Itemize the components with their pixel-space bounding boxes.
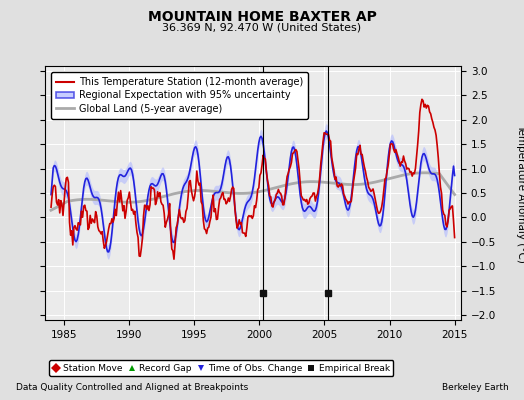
- Text: MOUNTAIN HOME BAXTER AP: MOUNTAIN HOME BAXTER AP: [148, 10, 376, 24]
- Text: 36.369 N, 92.470 W (United States): 36.369 N, 92.470 W (United States): [162, 22, 362, 32]
- Text: Data Quality Controlled and Aligned at Breakpoints: Data Quality Controlled and Aligned at B…: [16, 383, 248, 392]
- Y-axis label: Temperature Anomaly (°C): Temperature Anomaly (°C): [516, 124, 524, 262]
- Text: Berkeley Earth: Berkeley Earth: [442, 383, 508, 392]
- Legend: Station Move, Record Gap, Time of Obs. Change, Empirical Break: Station Move, Record Gap, Time of Obs. C…: [49, 360, 394, 376]
